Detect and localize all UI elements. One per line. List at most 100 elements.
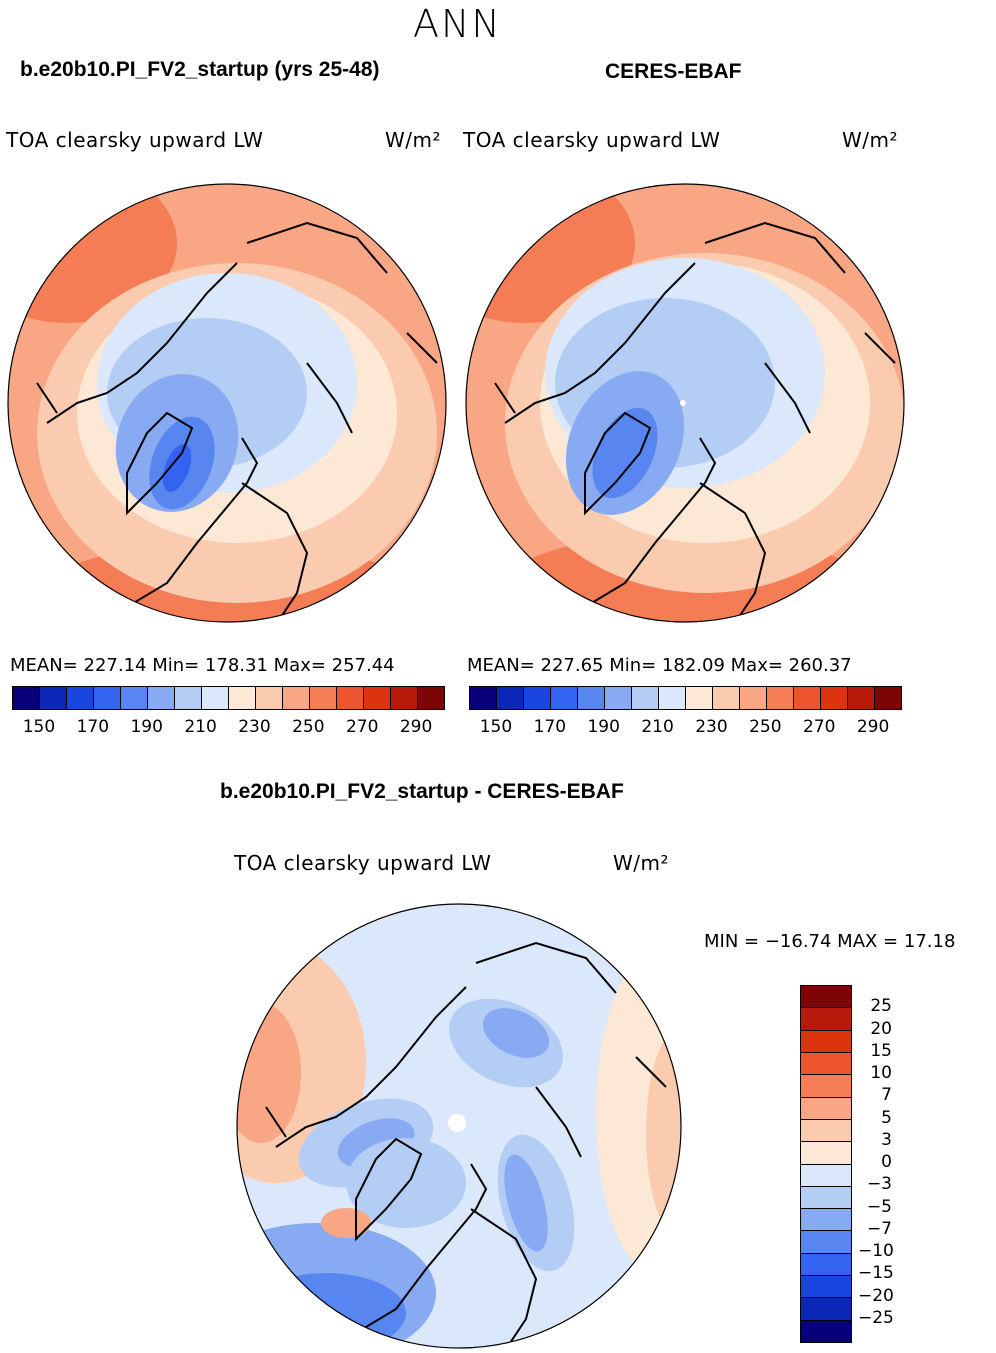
diff-units: W/m²: [613, 851, 670, 875]
colorbar-tick-label: 290: [399, 717, 433, 737]
diff-colorbar: [800, 985, 852, 1343]
colorbar-swatch: [801, 1119, 851, 1143]
colorbar-tick-label: 10: [870, 1063, 892, 1083]
colorbar-swatch: [310, 687, 337, 709]
colorbar-swatch: [801, 1097, 851, 1120]
colorbar-tick-label: 250: [292, 717, 325, 737]
diff-colorbar-ticks: 25 20 15 10 7 5 3 0 −3 −5 −7 −10 −15 −20 −25: [858, 985, 918, 1341]
colorbar-tick-label: −3: [866, 1174, 892, 1195]
model-case-title: b.e20b10.PI_FV2_startup (yrs 25-48): [20, 58, 380, 81]
colorbar-tick-label: 290: [856, 717, 890, 737]
obs-case-title: CERES-EBAF: [605, 60, 742, 83]
model-polar-map: [7, 183, 447, 623]
colorbar-tick-label: 25: [870, 996, 892, 1017]
colorbar-swatch: [121, 687, 148, 709]
colorbar-swatch: [801, 1231, 851, 1254]
colorbar-tick-label: 170: [76, 717, 110, 737]
colorbar-swatch: [801, 1320, 851, 1342]
diff-variable-name: TOA clearsky upward LW: [234, 851, 492, 875]
colorbar-tick-label: 190: [130, 717, 163, 737]
obs-colorbar: [469, 686, 902, 710]
colorbar-swatch: [632, 687, 659, 709]
colorbar-swatch: [848, 687, 875, 709]
colorbar-swatch: [713, 687, 740, 709]
colorbar-tick-label: 20: [870, 1018, 892, 1039]
colorbar-tick-label: 150: [479, 717, 513, 737]
colorbar-swatch: [470, 687, 497, 709]
colorbar-swatch: [148, 687, 175, 709]
colorbar-tick-label: 3: [881, 1129, 892, 1150]
colorbar-swatch: [551, 687, 578, 709]
colorbar-tick-label: −15: [858, 1263, 894, 1284]
colorbar-swatch: [740, 687, 767, 709]
colorbar-swatch: [801, 1030, 851, 1053]
colorbar-swatch: [283, 687, 310, 709]
colorbar-swatch: [40, 687, 67, 709]
model-units: W/m²: [385, 128, 442, 152]
diff-stats: MIN = −16.74 MAX = 17.18: [704, 931, 956, 952]
colorbar-swatch: [767, 687, 794, 709]
colorbar-swatch: [801, 1253, 851, 1277]
colorbar-tick-label: 0: [881, 1152, 892, 1172]
colorbar-tick-label: −7: [866, 1218, 892, 1239]
colorbar-swatch: [686, 687, 713, 709]
colorbar-tick-label: 270: [802, 717, 836, 737]
colorbar-tick-label: 210: [641, 717, 674, 737]
obs-units: W/m²: [842, 128, 899, 152]
colorbar-swatch: [202, 687, 229, 709]
colorbar-swatch: [418, 687, 444, 709]
colorbar-tick-label: −5: [866, 1196, 892, 1217]
colorbar-swatch: [801, 1186, 851, 1210]
colorbar-swatch: [794, 687, 821, 709]
colorbar-swatch: [67, 687, 94, 709]
obs-stats: MEAN= 227.65 Min= 182.09 Max= 260.37: [467, 655, 852, 676]
colorbar-swatch: [94, 687, 121, 709]
colorbar-swatch: [13, 687, 40, 709]
obs-variable-name: TOA clearsky upward LW: [463, 128, 721, 152]
colorbar-tick-label: 210: [184, 717, 217, 737]
model-colorbar-ticks: 150 170 190 210 230 250 270 290: [12, 717, 443, 739]
colorbar-swatch: [801, 1164, 851, 1187]
colorbar-tick-label: 250: [749, 717, 782, 737]
colorbar-swatch: [801, 1209, 851, 1232]
colorbar-swatch: [801, 1276, 851, 1299]
colorbar-tick-label: 230: [238, 717, 271, 737]
colorbar-swatch: [605, 687, 632, 709]
colorbar-tick-label: 230: [695, 717, 728, 737]
colorbar-swatch: [497, 687, 524, 709]
diff-polar-map: [236, 903, 682, 1349]
colorbar-swatch: [256, 687, 283, 709]
colorbar-tick-label: 270: [345, 717, 379, 737]
colorbar-swatch: [578, 687, 605, 709]
colorbar-swatch: [229, 687, 256, 709]
colorbar-tick-label: −10: [858, 1241, 894, 1261]
colorbar-tick-label: 15: [870, 1040, 892, 1061]
model-colorbar: [12, 686, 445, 710]
colorbar-swatch: [821, 687, 848, 709]
obs-polar-map: [465, 183, 905, 623]
colorbar-tick-label: 190: [587, 717, 620, 737]
colorbar-swatch: [801, 1052, 851, 1076]
colorbar-swatch: [801, 1075, 851, 1098]
colorbar-swatch: [391, 687, 418, 709]
colorbar-swatch: [337, 687, 364, 709]
colorbar-swatch: [875, 687, 901, 709]
colorbar-tick-label: −20: [858, 1285, 894, 1306]
colorbar-swatch: [175, 687, 202, 709]
diff-case-title: b.e20b10.PI_FV2_startup - CERES-EBAF: [220, 780, 624, 803]
colorbar-tick-label: 150: [22, 717, 56, 737]
colorbar-swatch: [524, 687, 551, 709]
colorbar-swatch: [801, 1008, 851, 1031]
season-title: ANN: [413, 2, 502, 46]
colorbar-swatch: [801, 1298, 851, 1321]
model-variable-name: TOA clearsky upward LW: [6, 128, 264, 152]
colorbar-swatch: [801, 1142, 851, 1165]
obs-colorbar-ticks: 150 170 190 210 230 250 270 290: [469, 717, 900, 739]
colorbar-swatch: [659, 687, 686, 709]
colorbar-tick-label: 170: [533, 717, 567, 737]
colorbar-swatch: [364, 687, 391, 709]
colorbar-tick-label: 7: [881, 1085, 892, 1106]
colorbar-swatch: [801, 986, 851, 1009]
colorbar-tick-label: −25: [858, 1307, 894, 1328]
model-stats: MEAN= 227.14 Min= 178.31 Max= 257.44: [10, 655, 395, 676]
